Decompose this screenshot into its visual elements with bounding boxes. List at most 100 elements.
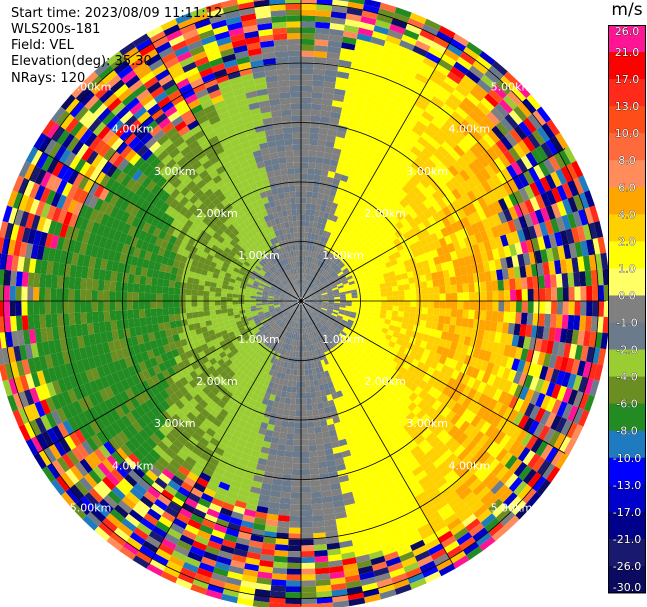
velocity-gate [286,386,292,393]
velocity-gate [343,314,350,320]
velocity-gate [9,301,16,317]
velocity-gate [488,65,504,81]
velocity-gate [435,362,444,372]
velocity-gate [367,147,378,157]
velocity-gate [495,139,509,154]
velocity-gate [308,307,314,312]
velocity-gate [410,330,419,339]
velocity-gate [319,268,324,274]
velocity-gate [357,168,367,178]
velocity-gate [397,284,405,291]
velocity-gate [404,388,414,398]
velocity-gate [425,142,438,155]
velocity-gate [480,230,489,242]
velocity-gate [401,340,409,348]
velocity-gate [321,249,327,256]
velocity-gate [340,330,347,337]
velocity-gate [395,338,404,346]
velocity-gate [384,78,399,89]
velocity-gate [127,273,135,284]
velocity-gate [151,277,158,286]
velocity-gate [365,344,374,352]
velocity-gate [328,297,335,300]
velocity-gate [459,266,468,276]
velocity-gate [168,294,174,301]
velocity-gate [232,297,239,301]
velocity-gate [304,298,311,301]
velocity-gate [445,308,452,317]
velocity-gate [513,190,525,204]
velocity-gate [281,485,292,493]
velocity-gate [398,290,405,296]
velocity-gate [377,321,385,328]
velocity-gate [519,201,530,216]
velocity-gate [318,187,325,194]
velocity-gate [360,279,368,285]
velocity-gate [321,307,328,311]
velocity-gate [437,58,454,72]
velocity-gate [301,0,317,5]
velocity-gate [392,56,408,67]
velocity-gate [314,45,328,52]
velocity-gate [324,313,331,318]
velocity-gate [548,155,561,172]
velocity-gate [311,192,319,199]
velocity-gate [307,232,312,240]
velocity-gate [393,193,404,203]
velocity-gate [320,235,326,243]
velocity-gate [315,573,331,581]
velocity-gate [56,301,63,314]
velocity-gate [511,426,523,441]
velocity-gate [324,224,330,232]
velocity-gate [520,240,529,254]
velocity-gate [525,349,535,363]
velocity-gate [481,180,493,194]
velocity-gate [340,107,353,116]
velocity-gate [326,310,333,315]
velocity-gate [315,204,322,211]
velocity-gate [430,359,439,370]
velocity-gate [341,144,352,153]
velocity-gate [436,161,448,173]
velocity-gate [452,333,460,343]
velocity-gate [502,208,513,222]
velocity-gate [523,374,534,389]
velocity-gate [580,240,589,257]
velocity-gate [162,314,170,323]
velocity-gate [559,230,569,246]
velocity-gate [301,521,313,528]
velocity-gate [475,171,487,184]
velocity-gate [302,261,306,268]
velocity-gate [301,27,316,34]
velocity-gate [545,412,557,428]
velocity-gate [392,263,400,271]
velocity-gate [290,498,301,505]
velocity-gate [327,292,334,296]
velocity-gate [310,474,320,481]
velocity-gate [347,152,358,161]
velocity-gate [342,187,351,196]
velocity-gate [497,343,506,356]
velocity-gate [445,136,458,149]
velocity-gate [391,377,400,387]
velocity-gate [457,140,470,154]
velocity-gate [220,304,227,310]
velocity-gate [509,128,523,144]
velocity-gate [417,192,428,203]
velocity-gate [334,296,341,300]
velocity-gate [477,208,487,221]
velocity-gate [555,216,566,232]
velocity-gate [312,515,325,522]
velocity-gate [363,293,370,298]
velocity-gate [483,350,492,362]
velocity-gate [500,257,508,270]
velocity-gate [469,128,483,142]
velocity-gate [437,382,447,393]
velocity-gate [545,340,555,355]
velocity-gate [438,25,456,39]
velocity-gate [565,421,578,439]
velocity-gate [402,317,410,324]
velocity-gate [522,117,537,134]
velocity-gate [360,243,368,251]
velocity-gate [482,330,491,341]
